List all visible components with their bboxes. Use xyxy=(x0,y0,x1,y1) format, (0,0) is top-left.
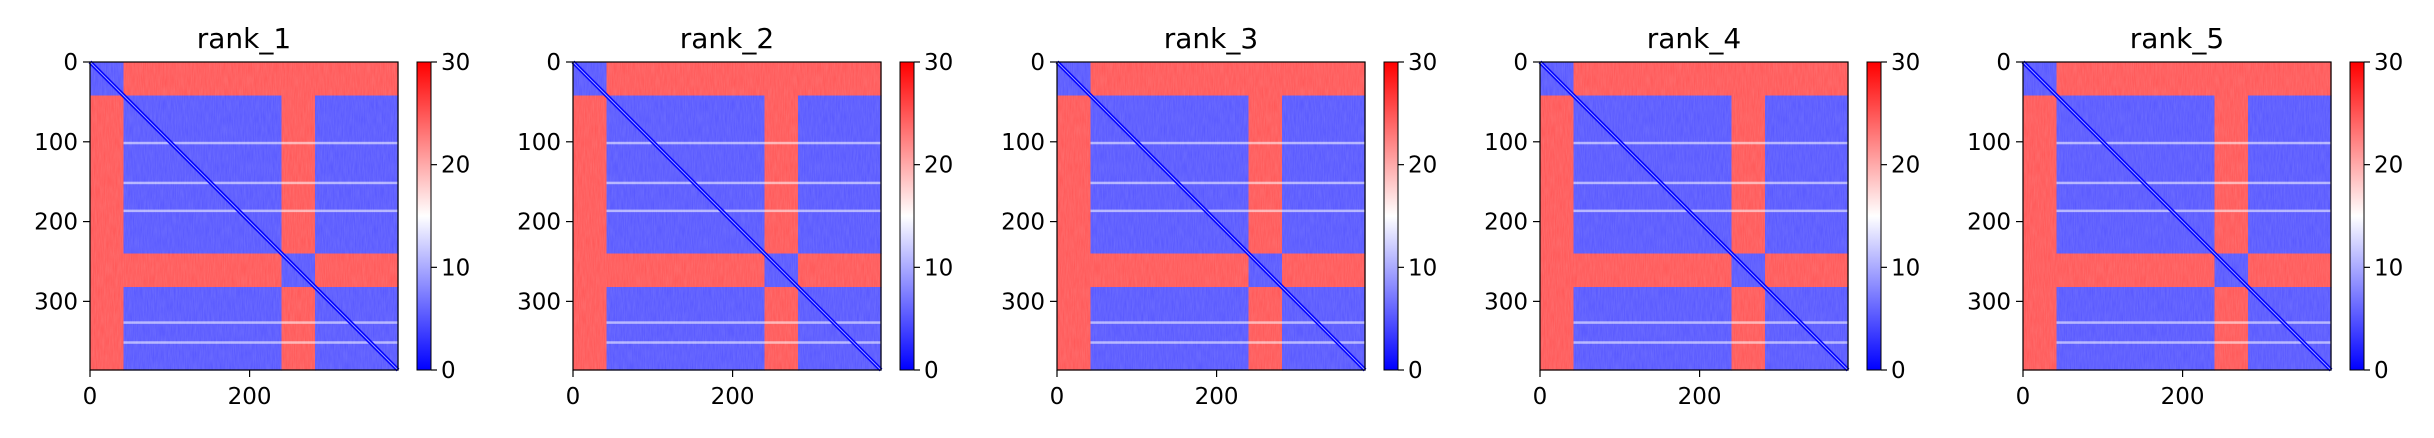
heatmap-cells xyxy=(571,60,883,372)
colorbar-tick-label: 10 xyxy=(441,255,470,281)
colorbar-tick-label: 30 xyxy=(1891,50,1920,76)
colorbar xyxy=(899,61,915,371)
y-tick-label: 0 xyxy=(63,50,78,76)
colorbar-tick-label: 10 xyxy=(924,255,953,281)
colorbar-tick-label: 20 xyxy=(2374,153,2403,179)
y-tick-label: 200 xyxy=(34,210,78,236)
chart-title: rank_2 xyxy=(680,22,774,55)
colorbar-tick-label: 20 xyxy=(1891,153,1920,179)
colorbar-tick-label: 30 xyxy=(1408,50,1437,76)
x-tick-label: 200 xyxy=(1195,384,1239,410)
colorbar-tick-label: 30 xyxy=(441,50,470,76)
heatmap-cells xyxy=(1538,60,1850,372)
diagonal-highlight xyxy=(89,61,399,371)
y-tick-label: 100 xyxy=(34,130,78,156)
chart-title: rank_4 xyxy=(1647,22,1741,55)
x-tick-label: 0 xyxy=(83,384,98,410)
y-tick-label: 200 xyxy=(1001,210,1045,236)
y-tick-label: 0 xyxy=(1996,50,2011,76)
colorbar-tick-label: 20 xyxy=(924,153,953,179)
colorbar-tick-label: 0 xyxy=(924,358,939,384)
y-tick-label: 200 xyxy=(1484,210,1528,236)
colorbar-tick-label: 10 xyxy=(2374,255,2403,281)
x-tick-label: 200 xyxy=(711,384,755,410)
panel-rank_2: rank_2 0 100 200 300 0 200 0 10 20 30 xyxy=(517,22,953,410)
x-tick-label: 200 xyxy=(228,384,272,410)
chart-title: rank_1 xyxy=(197,22,291,55)
y-tick-label: 300 xyxy=(1967,289,2011,315)
x-tick-label: 0 xyxy=(566,384,581,410)
chart-title: rank_5 xyxy=(2130,22,2224,55)
panel-rank_4: rank_4 0 100 200 300 0 200 0 10 20 30 xyxy=(1484,22,1920,410)
panel-rank_3: rank_3 0 100 200 300 0 200 0 10 20 30 xyxy=(1001,22,1437,410)
colorbar-tick-label: 0 xyxy=(1891,358,1906,384)
colorbar-tick-label: 20 xyxy=(1408,153,1437,179)
colorbar xyxy=(416,61,432,371)
colorbar-tick-label: 10 xyxy=(1891,255,1920,281)
colorbar xyxy=(2349,61,2365,371)
y-tick-label: 100 xyxy=(1001,130,1045,156)
x-tick-label: 200 xyxy=(1678,384,1722,410)
y-tick-label: 300 xyxy=(1484,289,1528,315)
diagonal-highlight xyxy=(2022,61,2332,371)
chart-title: rank_3 xyxy=(1164,22,1258,55)
heatmap-cells xyxy=(2021,60,2333,372)
colorbar-tick-label: 0 xyxy=(1408,358,1423,384)
y-tick-label: 100 xyxy=(1967,130,2011,156)
x-tick-label: 0 xyxy=(1533,384,1548,410)
y-tick-label: 200 xyxy=(517,210,561,236)
diagonal-highlight xyxy=(1056,61,1366,371)
x-tick-label: 200 xyxy=(2161,384,2205,410)
y-tick-label: 300 xyxy=(517,289,561,315)
panel-rank_5: rank_5 0 100 200 300 0 200 0 10 20 30 xyxy=(1967,22,2403,410)
diagonal-highlight xyxy=(1539,61,1849,371)
heatmap-cells xyxy=(88,60,400,372)
y-tick-label: 300 xyxy=(34,289,78,315)
axes-frame xyxy=(89,61,399,371)
colorbar-tick-label: 0 xyxy=(2374,358,2389,384)
x-tick-label: 0 xyxy=(2016,384,2031,410)
axes-frame xyxy=(1056,61,1366,371)
axes-frame xyxy=(1539,61,1849,371)
y-tick-label: 300 xyxy=(1001,289,1045,315)
axes-frame xyxy=(572,61,882,371)
panel-rank_1: rank_1 0 100 200 300 0 200 0 10 20 30 xyxy=(34,22,470,410)
colorbar xyxy=(1866,61,1882,371)
colorbar-tick-label: 10 xyxy=(1408,255,1437,281)
colorbar-tick-label: 30 xyxy=(2374,50,2403,76)
colorbar xyxy=(1383,61,1399,371)
colorbar-tick-label: 0 xyxy=(441,358,456,384)
x-tick-label: 0 xyxy=(1050,384,1065,410)
axes-frame xyxy=(2022,61,2332,371)
y-tick-label: 100 xyxy=(1484,130,1528,156)
y-tick-label: 0 xyxy=(1030,50,1045,76)
colorbar-tick-label: 20 xyxy=(441,153,470,179)
y-tick-label: 200 xyxy=(1967,210,2011,236)
colorbar-tick-label: 30 xyxy=(924,50,953,76)
heatmap-cells xyxy=(1055,60,1367,372)
y-tick-label: 0 xyxy=(1513,50,1528,76)
diagonal-highlight xyxy=(572,61,882,371)
y-tick-label: 0 xyxy=(546,50,561,76)
y-tick-label: 100 xyxy=(517,130,561,156)
